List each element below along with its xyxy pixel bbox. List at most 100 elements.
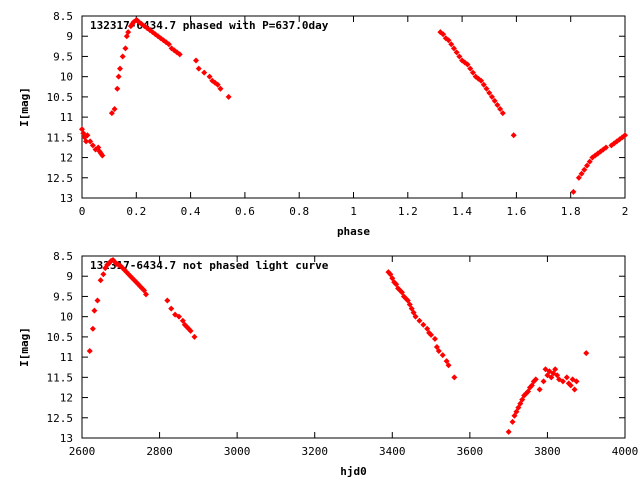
data-point: [97, 277, 104, 284]
data-point: [573, 378, 580, 385]
y-tick-label: 9.5: [53, 50, 73, 63]
x-axis-title: phase: [337, 225, 370, 238]
data-point: [467, 65, 474, 72]
data-point: [563, 374, 570, 381]
y-axis-title: I[mag]: [18, 327, 31, 367]
data-point: [164, 297, 171, 304]
x-tick-label: 1: [350, 205, 357, 218]
data-point: [84, 132, 91, 139]
data-point: [435, 348, 442, 355]
data-point: [108, 110, 115, 117]
y-tick-label: 11.5: [47, 371, 74, 384]
plot-frame: [81, 15, 626, 199]
data-point: [445, 37, 452, 44]
data-point: [483, 85, 490, 92]
y-tick-label: 9: [66, 30, 73, 43]
data-point: [115, 73, 122, 80]
x-tick-label: 0.8: [289, 205, 309, 218]
data-point: [214, 81, 221, 88]
data-point: [439, 352, 446, 359]
data-point: [142, 291, 149, 298]
data-point: [89, 325, 96, 332]
data-point: [445, 362, 452, 369]
data-point: [99, 152, 106, 159]
data-point: [581, 166, 588, 173]
data-point: [478, 77, 485, 84]
data-point: [491, 97, 498, 104]
y-tick-label: 9: [66, 270, 73, 283]
x-tick-label: 3600: [457, 445, 484, 458]
data-point: [191, 333, 198, 340]
data-point: [450, 45, 457, 52]
y-tick-label: 12.5: [47, 412, 74, 425]
y-tick-label: 12.5: [47, 172, 74, 185]
y-tick-label: 12: [60, 152, 73, 165]
data-point: [622, 132, 628, 139]
y-tick-label: 10.5: [47, 331, 74, 344]
data-point: [552, 366, 559, 373]
data-point: [453, 49, 460, 56]
data-point: [412, 313, 419, 320]
y-axis-title: I[mag]: [18, 87, 31, 127]
y-tick-label: 11: [60, 111, 73, 124]
data-point: [416, 317, 423, 324]
data-point: [480, 81, 487, 88]
data-point: [456, 53, 463, 60]
y-tick-label: 8.5: [53, 250, 73, 263]
y-tick-label: 9.5: [53, 290, 73, 303]
x-tick-label: 0.6: [235, 205, 255, 218]
x-tick-label: 2600: [69, 445, 96, 458]
data-point: [195, 65, 202, 72]
y-tick-label: 10: [60, 311, 73, 324]
x-tick-label: 2: [622, 205, 629, 218]
data-point: [193, 57, 200, 64]
data-point: [578, 170, 585, 177]
data-point: [505, 428, 512, 435]
data-point: [499, 110, 506, 117]
data-point: [165, 41, 172, 48]
data-point: [217, 85, 224, 92]
data-point: [420, 321, 427, 328]
x-axis-title: hjd0: [340, 465, 367, 478]
data-point: [469, 69, 476, 76]
x-tick-label: 2800: [146, 445, 173, 458]
data-point: [201, 69, 208, 76]
data-point: [187, 327, 194, 334]
data-point: [570, 188, 577, 195]
chart-title: 132317-6434.7 not phased light curve: [90, 259, 329, 272]
data-point: [431, 335, 438, 342]
x-tick-label: 0: [79, 205, 86, 218]
data-point: [94, 297, 101, 304]
data-point: [494, 101, 501, 108]
data-point: [536, 386, 543, 393]
y-tick-label: 11: [60, 351, 73, 364]
y-tick-label: 10.5: [47, 91, 74, 104]
data-point: [86, 348, 93, 355]
plot-frame: [81, 255, 626, 439]
data-point: [567, 382, 574, 389]
data-point: [206, 73, 213, 80]
data-point: [486, 89, 493, 96]
y-tick-label: 12: [60, 392, 73, 405]
x-tick-label: 3400: [379, 445, 406, 458]
y-tick-label: 11.5: [47, 131, 74, 144]
data-point: [225, 93, 232, 100]
data-point: [428, 331, 435, 338]
data-point: [122, 45, 129, 52]
data-point: [111, 106, 118, 113]
data-point: [168, 305, 175, 312]
data-point: [119, 53, 126, 60]
data-point: [117, 65, 124, 72]
x-tick-label: 3000: [224, 445, 251, 458]
x-tick-label: 1.8: [561, 205, 581, 218]
data-point: [559, 378, 566, 385]
chart-title: 132317-6434.7 phased with P=637.0day: [90, 19, 329, 32]
data-point: [497, 106, 504, 113]
data-point: [509, 418, 516, 425]
x-tick-label: 1.2: [398, 205, 418, 218]
data-point: [540, 378, 547, 385]
data-point: [176, 51, 183, 58]
data-point: [586, 158, 593, 165]
data-point: [451, 374, 458, 381]
